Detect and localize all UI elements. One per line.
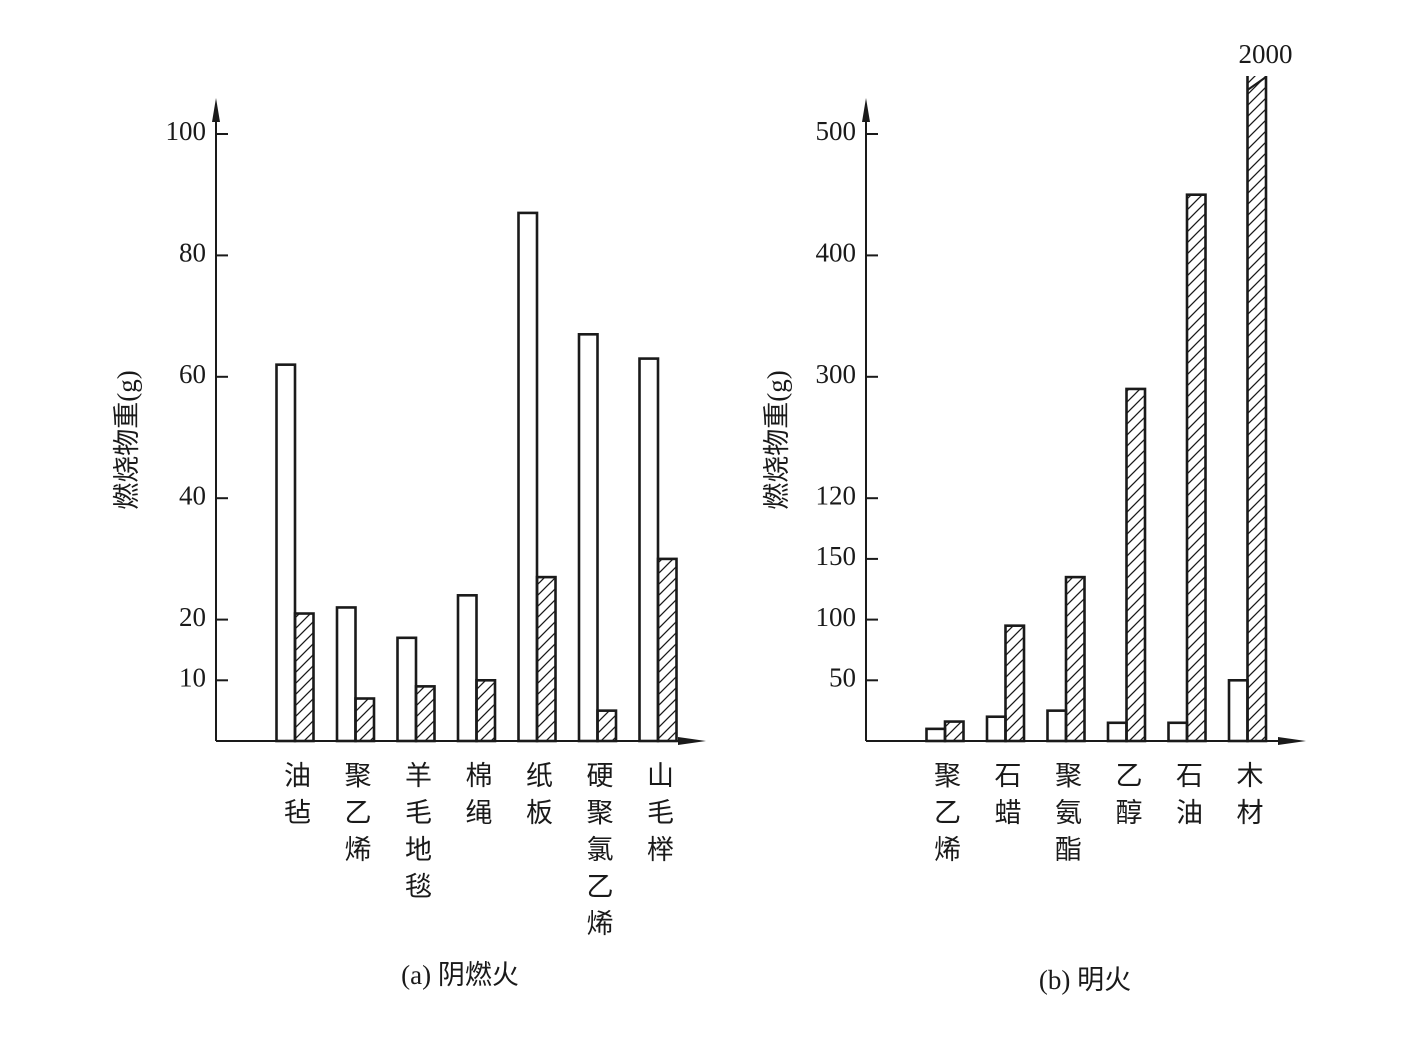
x-tick-label: 纸板 (522, 761, 553, 835)
bar (535, 575, 557, 743)
y-tick-label: 400 (816, 238, 857, 268)
x-tick-label: 硬聚氯乙烯 (583, 761, 614, 946)
y-axis-arrow (212, 98, 220, 122)
x-tick-label: 乙醇 (1112, 761, 1142, 835)
bar (1246, 76, 1268, 743)
y-tick-label: 300 (816, 359, 857, 389)
y-tick-label: 100 (816, 602, 857, 632)
x-axis-arrow (1278, 737, 1306, 745)
bar (656, 557, 678, 743)
y-tick-label: 60 (179, 359, 206, 389)
y-tick-label: 10 (179, 663, 206, 693)
bar (335, 606, 357, 743)
caption: (a) 阴燃火 (401, 960, 519, 990)
y-tick-label: 40 (179, 480, 206, 510)
y-axis-label: 燃烧物重(g) (762, 370, 792, 509)
y-axis-label: 燃烧物重(g) (112, 370, 142, 509)
bar (275, 363, 297, 743)
x-tick-label: 木材 (1233, 761, 1264, 835)
value-label: 2000 (1239, 39, 1293, 69)
x-tick-label: 石油 (1172, 761, 1203, 835)
bar (1106, 721, 1128, 743)
bar (354, 697, 376, 743)
x-tick-label: 聚乙烯 (341, 761, 372, 872)
caption: (b) 明火 (1039, 965, 1131, 995)
y-tick-label: 120 (816, 480, 857, 510)
x-tick-label: 油毡 (280, 761, 311, 835)
y-tick-label: 150 (816, 541, 857, 571)
bar (638, 357, 660, 743)
bar (596, 709, 618, 743)
bar (943, 720, 965, 743)
bar (456, 594, 478, 743)
y-tick-label: 50 (829, 663, 856, 693)
y-tick-label: 100 (166, 116, 207, 146)
bar (396, 636, 418, 743)
y-tick-label: 500 (816, 116, 857, 146)
y-tick-label: 80 (179, 238, 206, 268)
bar (985, 715, 1007, 743)
x-tick-label: 羊毛地毯 (401, 761, 432, 909)
bar (1185, 193, 1207, 743)
bar (414, 685, 436, 743)
bar (1046, 709, 1068, 743)
x-tick-label: 棉绳 (462, 761, 493, 835)
plot-area (925, 76, 1268, 743)
bar (1064, 575, 1086, 743)
bar (1227, 678, 1249, 743)
y-axis-arrow (862, 98, 870, 122)
bar (1167, 721, 1189, 743)
x-tick-label: 聚乙烯 (930, 761, 961, 872)
x-tick-label: 山毛榉 (643, 761, 674, 872)
bar (293, 612, 315, 743)
bar (517, 211, 539, 743)
bar (577, 333, 599, 743)
x-axis-arrow (678, 737, 706, 745)
bar-top (1246, 76, 1267, 91)
y-tick-label: 20 (179, 602, 206, 632)
bar (475, 678, 497, 743)
bar (1004, 624, 1026, 743)
x-tick-label: 聚氨酯 (1051, 761, 1082, 872)
x-tick-label: 石蜡 (991, 761, 1022, 835)
plot-area (275, 211, 678, 743)
bar (925, 727, 947, 743)
bar (1125, 387, 1147, 743)
